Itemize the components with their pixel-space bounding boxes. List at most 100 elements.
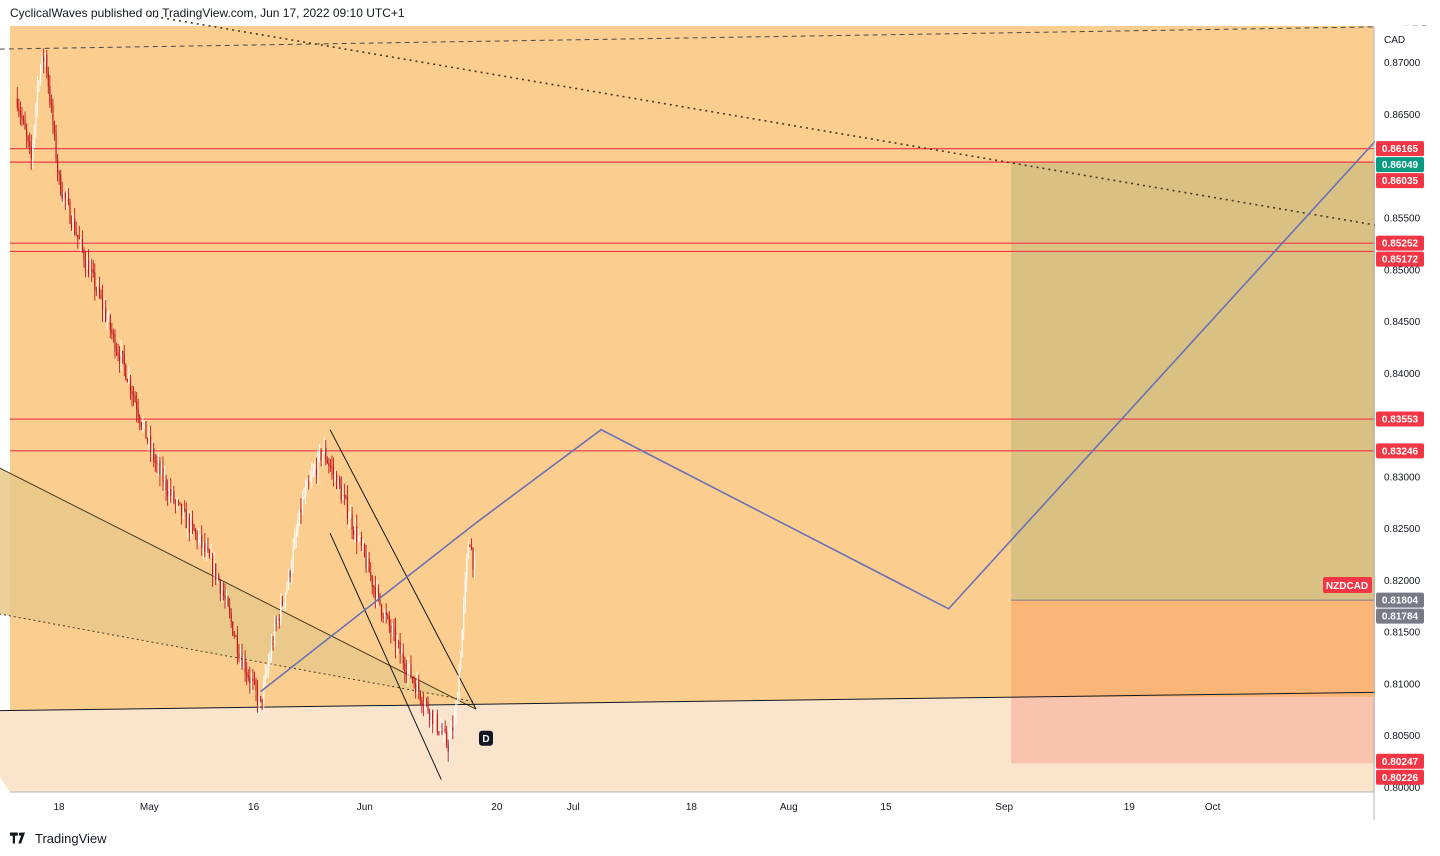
candle-body (86, 260, 88, 269)
candle-body (181, 503, 183, 516)
candle-body (19, 110, 21, 116)
candle-body (430, 710, 432, 720)
candle-body (26, 129, 28, 137)
candle-body (140, 422, 142, 427)
candle-body (274, 622, 276, 644)
candle-body (95, 289, 97, 291)
candle-body (30, 145, 32, 159)
candle-body (103, 307, 105, 310)
candle-body (49, 86, 51, 103)
candle-body (264, 673, 266, 684)
candle-body (208, 550, 211, 558)
candle-body (252, 679, 254, 681)
candle-body (446, 731, 448, 745)
price-badge-bg (1376, 769, 1424, 785)
candle-body (61, 194, 63, 199)
price-badge-label: 0.83246 (1382, 446, 1419, 457)
candle-body (250, 679, 252, 683)
falling-wedge-line-1 (329, 429, 477, 710)
candle-body (298, 508, 300, 526)
candle-body (472, 547, 474, 569)
candle-body (145, 421, 147, 439)
currency-label: CAD (1384, 35, 1405, 46)
symbol-badge-bg (1323, 576, 1372, 593)
candle-body (72, 218, 74, 228)
candle-body (64, 193, 66, 199)
candle-body (53, 125, 56, 132)
candle-body (205, 548, 207, 552)
candle-body (453, 717, 455, 732)
candle-body (236, 636, 238, 654)
candle-body (458, 669, 460, 699)
candle-body (411, 677, 414, 680)
candle-body (439, 730, 442, 734)
candle-body (353, 529, 355, 535)
candle-body (89, 269, 91, 277)
candle-body (342, 494, 344, 500)
candle-body (289, 572, 291, 578)
symbol-badge: NZDCAD (1323, 576, 1372, 593)
price-axis[interactable]: 0.87000 0.86500 0.85500 0.85000 0.84500 0.840… (1384, 58, 1421, 794)
candle-body (309, 478, 311, 482)
candle-body (433, 716, 435, 725)
candle-body (449, 736, 451, 752)
price-badge-bg (1376, 173, 1424, 189)
candle-body (151, 447, 153, 451)
candle-body (219, 580, 221, 594)
candle-body (221, 590, 223, 594)
long-position-tool[interactable] (1011, 162, 1394, 764)
publisher-header: CyclicalWaves published on TradingView.c… (10, 6, 405, 20)
candle-body (241, 656, 243, 668)
candle-body (201, 535, 203, 548)
candle-body (154, 461, 156, 463)
stop-zone (1011, 600, 1394, 698)
candle-body (295, 533, 297, 538)
candle-body (349, 514, 352, 519)
candle-body (473, 561, 476, 569)
candle-body (326, 459, 328, 464)
projection-path[interactable] (260, 97, 1415, 693)
candle-body (55, 131, 57, 159)
price-badge-bg (1376, 157, 1424, 173)
tradingview-logo-icon (10, 832, 25, 844)
symbol-badge-label: NZDCAD (1326, 581, 1368, 592)
candle-body (450, 727, 452, 737)
candle-body (348, 518, 350, 520)
candle-body (427, 701, 429, 712)
candle-body (301, 497, 304, 514)
horizontal-levels[interactable] (10, 148, 1374, 452)
price-badge-label: 0.85252 (1382, 239, 1419, 250)
price-badge-label: 0.86049 (1382, 160, 1419, 171)
candle-body (202, 543, 204, 548)
price-tick-label: 0.82000 (1384, 576, 1421, 587)
candle-body (224, 595, 226, 600)
candle-body (150, 436, 152, 451)
stop-zone-lower (1011, 697, 1394, 764)
time-axis[interactable]: 18 May 16 Jun 20 Jul 18 Aug 15 Sep 19 Oct (53, 802, 1220, 813)
candle-body (170, 489, 172, 496)
candle-body (35, 105, 37, 127)
candle-body (198, 537, 200, 542)
candle-body (156, 462, 158, 464)
time-tick-label: Jun (357, 802, 373, 813)
candle-body (466, 558, 468, 581)
candle-body (367, 558, 369, 569)
price-tick-label: 0.80000 (1384, 783, 1421, 794)
time-tick-label: 15 (880, 802, 892, 813)
target-zone (1011, 162, 1394, 601)
price-badge-label: 0.80226 (1382, 773, 1419, 784)
price-badge-bg (1376, 443, 1424, 459)
candle-body (320, 451, 322, 461)
tradingview-footer: TradingView (10, 829, 107, 847)
candle-body (88, 260, 90, 277)
candle-body (365, 555, 367, 569)
candle-body (187, 517, 189, 529)
candle-body (230, 613, 232, 622)
candle-body (416, 681, 418, 694)
candle-body (311, 474, 313, 479)
candle-body (334, 474, 336, 476)
candle-body (391, 627, 393, 633)
candle-body (122, 351, 124, 355)
candle-body (70, 223, 73, 228)
